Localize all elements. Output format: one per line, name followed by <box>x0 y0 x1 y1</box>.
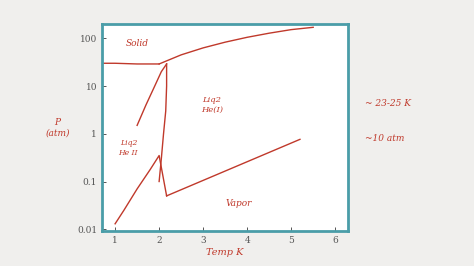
Y-axis label: P
(atm): P (atm) <box>45 118 70 137</box>
Text: ~ 23-25 K: ~ 23-25 K <box>365 99 411 109</box>
Text: Liq2
He(I): Liq2 He(I) <box>201 96 223 114</box>
X-axis label: Temp K: Temp K <box>207 248 244 257</box>
Text: Solid: Solid <box>126 39 149 48</box>
Text: Liq2
He II: Liq2 He II <box>118 139 138 157</box>
Text: ~10 atm: ~10 atm <box>365 134 404 143</box>
Text: Vapor: Vapor <box>225 200 252 209</box>
